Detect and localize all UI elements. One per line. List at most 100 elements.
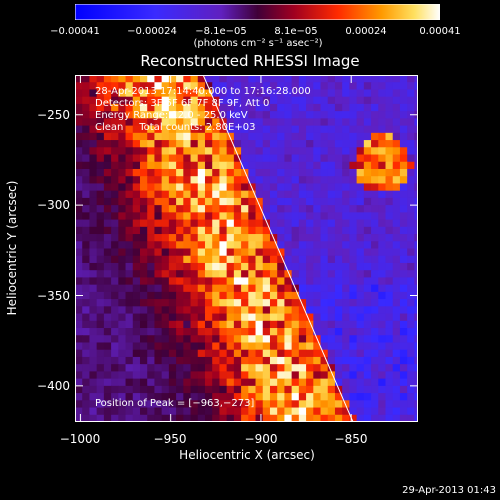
heatmap-cell (96, 125, 105, 134)
heatmap-cell (399, 393, 408, 401)
heatmap-cell (313, 205, 322, 213)
heatmap-cell (414, 262, 418, 271)
heatmap-cell (399, 140, 408, 148)
heatmap-cell (118, 400, 127, 409)
heatmap-cell (226, 154, 235, 163)
heatmap-cell (125, 96, 134, 105)
heatmap-cell (176, 161, 184, 170)
heatmap-cell (371, 190, 379, 199)
heatmap-cell (248, 313, 257, 322)
heatmap-cell (118, 234, 127, 242)
heatmap-cell (262, 291, 271, 300)
heatmap-cell (363, 291, 372, 300)
heatmap-cell (204, 140, 213, 148)
heatmap-cell (154, 212, 163, 221)
heatmap-cell (255, 320, 264, 329)
heatmap-cell (385, 414, 394, 422)
heatmap-cell (306, 255, 314, 264)
heatmap-cell (269, 140, 278, 148)
heatmap-cell (284, 284, 293, 293)
heatmap-cell (284, 212, 293, 221)
heatmap-cell (139, 140, 148, 148)
heatmap-cell (176, 356, 184, 365)
heatmap-cell (407, 168, 415, 177)
heatmap-cell (204, 277, 213, 286)
heatmap-cell (96, 248, 105, 257)
heatmap-cell (241, 241, 249, 250)
heatmap-cell (147, 291, 156, 300)
heatmap-cell (132, 364, 141, 372)
heatmap-cell (183, 190, 192, 199)
heatmap-cell (125, 306, 134, 315)
heatmap-cell (371, 212, 379, 221)
heatmap-cell (75, 103, 83, 112)
heatmap-cell (204, 103, 213, 112)
heatmap-cell (407, 313, 415, 322)
heatmap-cell (226, 183, 235, 192)
heatmap-cell (342, 168, 350, 177)
heatmap-cell (320, 241, 329, 250)
heatmap-cell (82, 234, 91, 242)
heatmap-cell (392, 385, 401, 394)
heatmap-cell (111, 82, 119, 91)
heatmap-cell (190, 241, 199, 250)
heatmap-cell (233, 349, 242, 358)
heatmap-cell (147, 111, 156, 119)
heatmap-cell (371, 378, 379, 387)
heatmap-cell (414, 299, 418, 307)
heatmap-cell (313, 270, 322, 279)
heatmap-cell (269, 125, 278, 134)
heatmap-cell (392, 248, 401, 257)
heatmap-cell (125, 176, 134, 185)
heatmap-cell (89, 378, 98, 387)
colorbar-tick-label: 8.1e−05 (274, 26, 318, 37)
heatmap-cell (356, 140, 365, 148)
heatmap-cell (176, 393, 184, 401)
heatmap-cell (407, 205, 415, 213)
heatmap-cell (168, 212, 177, 221)
heatmap-cell (204, 176, 213, 185)
heatmap-cell (277, 349, 286, 358)
heatmap-cell (392, 241, 401, 250)
heatmap-cell (313, 234, 322, 242)
heatmap-cell (212, 241, 221, 250)
heatmap-cell (204, 154, 213, 163)
heatmap-cell (212, 393, 221, 401)
heatmap-cell (313, 414, 322, 422)
heatmap-cell (269, 103, 278, 112)
heatmap-cell (407, 219, 415, 228)
heatmap-cell (262, 306, 271, 315)
heatmap-cell (82, 132, 91, 141)
heatmap-cell (320, 205, 329, 213)
heatmap-cell (342, 371, 350, 380)
heatmap-cell (241, 364, 249, 372)
heatmap-cell (342, 349, 350, 358)
heatmap-cell (197, 168, 206, 177)
heatmap-cell (183, 371, 192, 380)
heatmap-cell (392, 364, 401, 372)
heatmap-cell (212, 371, 221, 380)
heatmap-cell (241, 147, 249, 156)
heatmap-cell (284, 190, 293, 199)
heatmap-cell (168, 183, 177, 192)
heatmap-cell (233, 364, 242, 372)
heatmap-cell (212, 335, 221, 344)
heatmap-cell (349, 371, 358, 380)
heatmap-cell (183, 400, 192, 409)
heatmap-cell (414, 306, 418, 315)
heatmap-cell (132, 234, 141, 242)
heatmap-cell (176, 82, 184, 91)
heatmap-cell (392, 335, 401, 344)
heatmap-cell (399, 168, 408, 177)
heatmap-cell (183, 378, 192, 387)
heatmap-cell (385, 75, 394, 83)
heatmap-cell (414, 205, 418, 213)
heatmap-cell (139, 356, 148, 365)
heatmap-cell (241, 118, 249, 127)
heatmap-cell (371, 226, 379, 235)
heatmap-cell (89, 96, 98, 105)
heatmap-cell (125, 132, 134, 141)
heatmap-cell (147, 414, 156, 422)
heatmap-cell (306, 89, 314, 98)
heatmap-cell (298, 364, 307, 372)
